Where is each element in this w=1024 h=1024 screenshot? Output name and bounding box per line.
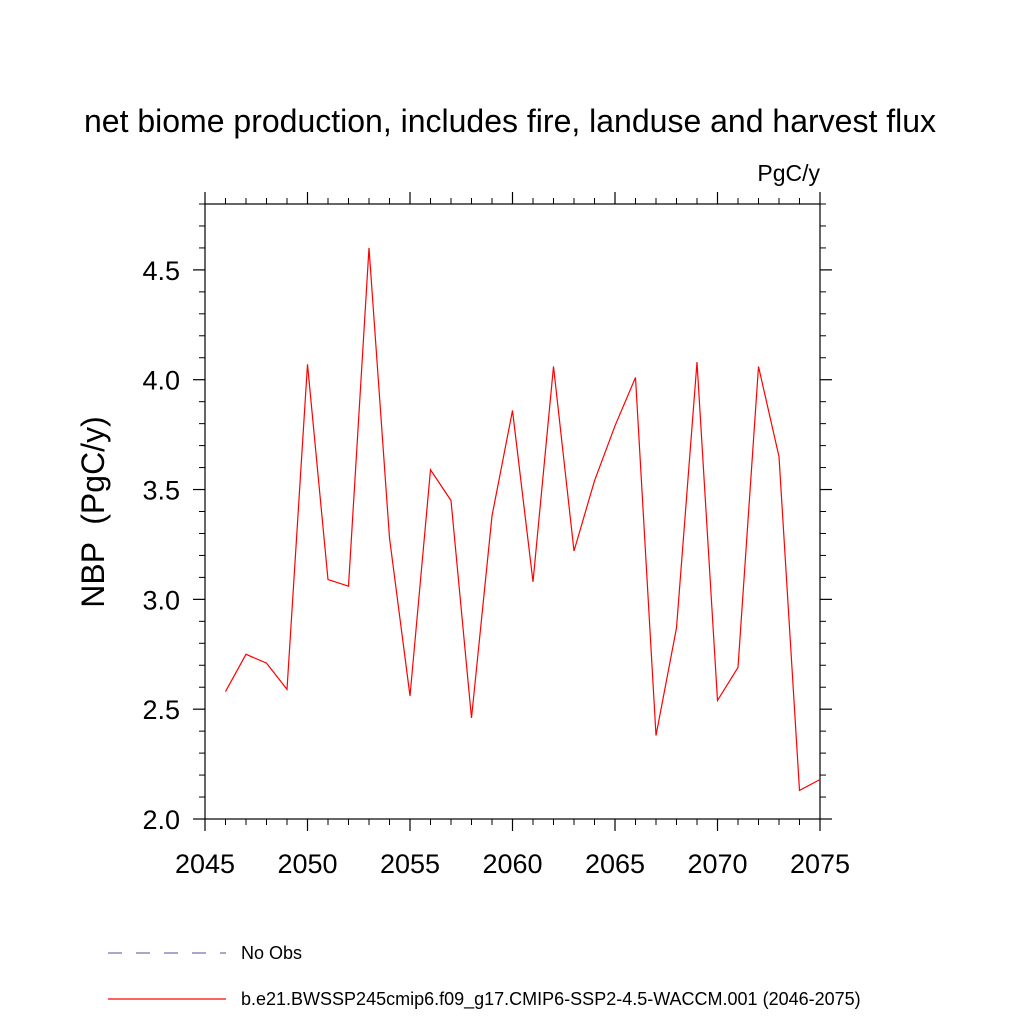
x-tick-label: 2070 xyxy=(687,849,747,879)
legend-label: No Obs xyxy=(241,943,302,963)
chart-title: net biome production, includes fire, lan… xyxy=(84,103,936,139)
y-tick-label: 2.0 xyxy=(142,805,180,835)
y-tick-label: 2.5 xyxy=(142,695,180,725)
x-tick-label: 2050 xyxy=(277,849,337,879)
x-tick-label: 2045 xyxy=(175,849,235,879)
y-tick-label: 3.5 xyxy=(142,476,180,506)
y-tick-label: 4.5 xyxy=(142,256,180,286)
x-tick-label: 2055 xyxy=(380,849,440,879)
plot-frame xyxy=(204,203,821,820)
x-tick-label: 2060 xyxy=(482,849,542,879)
y-axis-label: NBP (PgC/y) xyxy=(75,416,111,607)
units-label: PgC/y xyxy=(757,160,820,186)
x-tick-label: 2065 xyxy=(585,849,645,879)
x-tick-label: 2075 xyxy=(790,849,850,879)
legend-label: b.e21.BWSSP245cmip6.f09_g17.CMIP6-SSP2-4… xyxy=(241,989,861,1010)
series-line xyxy=(224,247,821,792)
y-tick-label: 4.0 xyxy=(142,366,180,396)
y-tick-label: 3.0 xyxy=(142,585,180,615)
